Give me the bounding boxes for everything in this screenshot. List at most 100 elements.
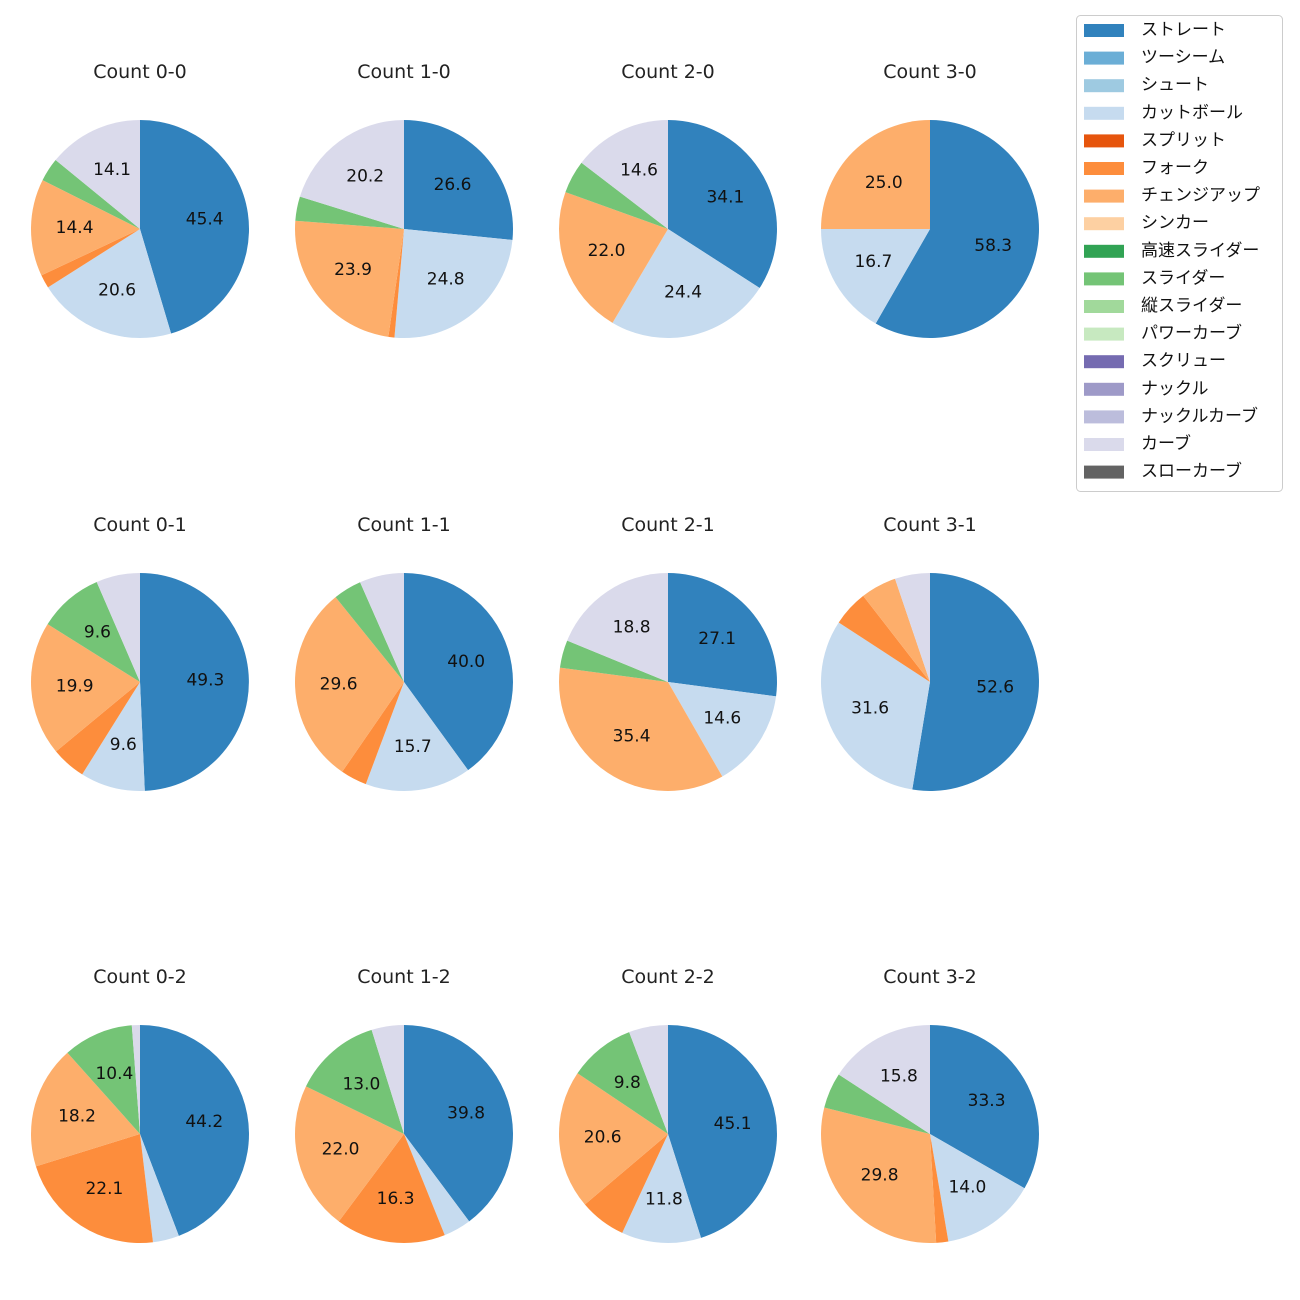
- pie-slice-label: 40.0: [447, 652, 485, 672]
- pie-chart-figure: Count 0-0 45.4 20.6 14.4 14.1 Count 1-0 26.6 24…: [0, 0, 1300, 1300]
- legend-swatch: [1084, 410, 1124, 423]
- pie-slice-label: 24.4: [664, 283, 702, 303]
- legend-swatch: [1084, 24, 1124, 37]
- pie-slice-label: 16.7: [854, 252, 892, 272]
- pie-slice-label: 19.9: [56, 676, 94, 696]
- pie-title: Count 0-0: [93, 61, 187, 83]
- legend-swatch: [1084, 300, 1124, 313]
- pie-panel: Count 0-1 49.3 9.6 19.9 9.6: [31, 514, 249, 791]
- pie-panel: Count 2-1 27.1 14.6 35.4 18.8: [559, 514, 777, 791]
- pie-title: Count 1-2: [357, 966, 451, 988]
- pie-slice-label: 26.6: [434, 175, 472, 195]
- pie-slice-label: 24.8: [427, 269, 465, 289]
- pie-slice-label: 9.6: [110, 735, 137, 755]
- pie-slice-label: 34.1: [706, 188, 744, 208]
- pie-slice-label: 18.2: [58, 1107, 96, 1127]
- pie-slice-label: 31.6: [851, 698, 889, 718]
- pie-slice-label: 11.8: [645, 1189, 683, 1209]
- pie-slice-label: 9.8: [614, 1073, 641, 1093]
- pie-slice-label: 10.4: [95, 1064, 133, 1084]
- pie-slice-label: 45.4: [186, 210, 224, 230]
- pie-slice-label: 29.8: [861, 1166, 899, 1186]
- pie-title: Count 0-1: [93, 514, 187, 536]
- pie-panel: Count 2-0 34.1 24.4 22.0 14.6: [559, 61, 777, 338]
- pie-panel: Count 2-2 45.1 11.8 20.6 9.8: [559, 966, 777, 1243]
- pie-slice-label: 44.2: [185, 1112, 223, 1132]
- pie-slice-label: 22.0: [588, 241, 626, 261]
- legend-swatch: [1084, 107, 1124, 120]
- pie-panel: Count 3-0 58.3 16.7 25.0: [821, 61, 1039, 338]
- pie-slice-label: 29.6: [320, 675, 358, 695]
- pie-slice-label: 15.8: [880, 1067, 918, 1087]
- legend-label: スプリット: [1141, 130, 1226, 150]
- pie-slice-label: 14.4: [56, 218, 94, 238]
- pie-slice-label: 33.3: [968, 1091, 1006, 1111]
- pie-panel: Count 3-2 33.3 14.0 29.8 15.8: [821, 966, 1039, 1243]
- legend-swatch: [1084, 466, 1124, 479]
- legend-label: チェンジアップ: [1141, 186, 1260, 206]
- legend-swatch: [1084, 79, 1124, 92]
- legend-swatch: [1084, 438, 1124, 451]
- pie-slice-label: 14.1: [93, 160, 131, 180]
- legend: ストレートツーシームシュートカットボールスプリットフォークチェンジアップシンカー…: [1077, 16, 1283, 492]
- pie-slice-label: 13.0: [342, 1074, 380, 1094]
- pie-slice-label: 20.2: [346, 166, 384, 186]
- pie-panel: Count 1-0 26.6 24.8 23.9 20.2: [295, 61, 513, 338]
- pie-slice-label: 9.6: [84, 622, 111, 642]
- pie-panels: Count 0-0 45.4 20.6 14.4 14.1 Count 1-0 26.6 24…: [31, 61, 1039, 1243]
- pie-title: Count 2-0: [621, 61, 715, 83]
- legend-swatch: [1084, 245, 1124, 258]
- pie-panel: Count 1-2 39.8 16.3 22.0 13.0: [295, 966, 513, 1243]
- pie-panel: Count 3-1 52.6 31.6: [821, 514, 1039, 791]
- pie-slice-label: 18.8: [613, 618, 651, 638]
- pie-slice-label: 22.0: [322, 1140, 360, 1160]
- pie-slice-label: 14.6: [620, 160, 658, 180]
- pie-slice-label: 15.7: [394, 737, 432, 757]
- pie-title: Count 0-2: [93, 966, 187, 988]
- legend-label: シンカー: [1141, 213, 1209, 233]
- legend-swatch: [1084, 217, 1124, 230]
- legend-swatch: [1084, 272, 1124, 285]
- legend-label: 縦スライダー: [1141, 296, 1242, 316]
- legend-label: スライダー: [1141, 268, 1225, 288]
- pie-title: Count 3-2: [883, 966, 977, 988]
- legend-label: 高速スライダー: [1141, 241, 1259, 261]
- legend-label: スクリュー: [1141, 351, 1226, 371]
- legend-label: カットボール: [1141, 103, 1243, 123]
- legend-label: ナックルカーブ: [1141, 405, 1258, 426]
- legend-swatch: [1084, 134, 1124, 147]
- legend-swatch: [1084, 355, 1124, 368]
- legend-swatch: [1084, 52, 1124, 65]
- legend-label: パワーカーブ: [1141, 323, 1242, 344]
- pie-slice-label: 45.1: [714, 1114, 752, 1134]
- pie-slice-label: 14.0: [948, 1178, 986, 1198]
- pie-title: Count 3-0: [883, 61, 977, 83]
- legend-swatch: [1084, 328, 1124, 341]
- legend-label: ツーシーム: [1141, 48, 1225, 68]
- pie-title: Count 2-2: [621, 966, 715, 988]
- pie-slice-label: 16.3: [377, 1189, 415, 1209]
- pie-slice-label: 14.6: [703, 708, 741, 728]
- legend-label: カーブ: [1141, 433, 1191, 454]
- pie-slice-label: 27.1: [698, 629, 736, 649]
- pie-slice-label: 49.3: [186, 671, 224, 691]
- legend-label: ナックル: [1141, 379, 1209, 399]
- pie-panel: Count 0-2 44.2 22.1 18.2 10.4: [31, 966, 249, 1243]
- legend-label: フォーク: [1141, 158, 1209, 178]
- pie-panel: Count 0-0 45.4 20.6 14.4 14.1: [31, 61, 249, 338]
- pie-slice-label: 39.8: [447, 1103, 485, 1123]
- pie-slice-label: 25.0: [865, 173, 903, 193]
- pie-slice-label: 52.6: [976, 677, 1014, 697]
- pie-slice-label: 58.3: [974, 236, 1012, 256]
- legend-label: シュート: [1141, 75, 1209, 95]
- pie-slice-label: 20.6: [98, 280, 136, 300]
- pie-title: Count 3-1: [883, 514, 977, 536]
- pie-title: Count 2-1: [621, 514, 715, 536]
- legend-label: スローカーブ: [1141, 461, 1242, 482]
- legend-label: ストレート: [1141, 20, 1226, 40]
- pie-slice-label: 35.4: [613, 726, 651, 746]
- pie-slice-label: 22.1: [85, 1179, 123, 1199]
- pie-slice-label: 23.9: [334, 260, 372, 280]
- pie-title: Count 1-0: [357, 61, 451, 83]
- pie-title: Count 1-1: [357, 514, 451, 536]
